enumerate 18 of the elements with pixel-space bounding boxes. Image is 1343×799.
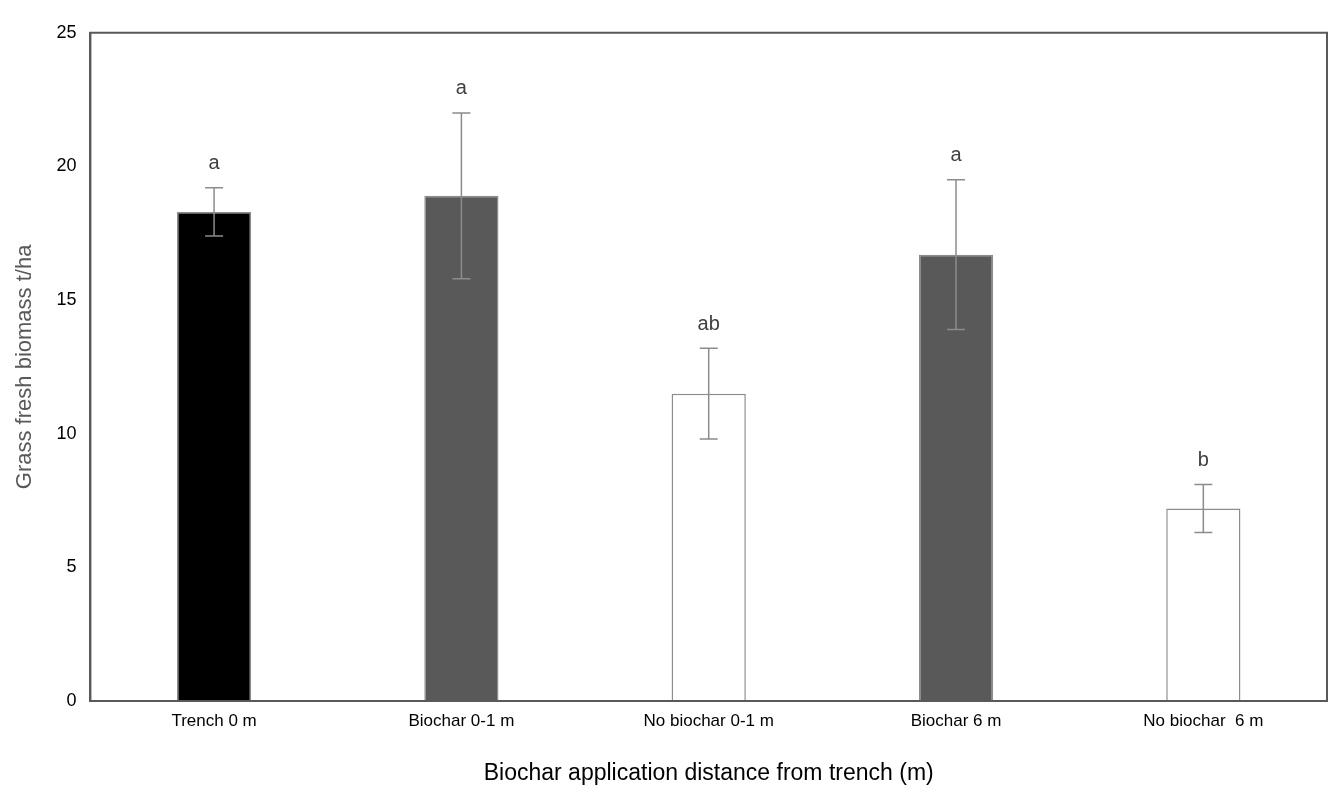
x-tick-label: No biochar 6 m	[1143, 710, 1264, 730]
annotation: ab	[697, 311, 720, 334]
y-tick-label: 10	[56, 422, 77, 443]
y-tick-label: 5	[66, 556, 77, 577]
x-tick-label: No biochar 0-1 m	[643, 710, 774, 730]
annotation: a	[208, 151, 221, 174]
x-tick-label: Biochar 0-1 m	[408, 710, 515, 730]
annotation: a	[950, 143, 963, 166]
annotation: a	[455, 76, 468, 99]
y-tick-label: 20	[56, 155, 77, 176]
y-tick-label: 15	[56, 289, 77, 310]
annotation: b	[1197, 448, 1209, 471]
x-axis-title: Biochar application distance from trench (m)	[483, 758, 934, 785]
y-axis-title: Grass fresh biomass t/ha	[11, 243, 37, 490]
x-tick-label: Biochar 6 m	[910, 710, 1002, 730]
x-tick-label: Trench 0 m	[171, 710, 257, 730]
y-tick-label: 0	[66, 689, 77, 710]
y-tick-label: 25	[56, 21, 77, 42]
